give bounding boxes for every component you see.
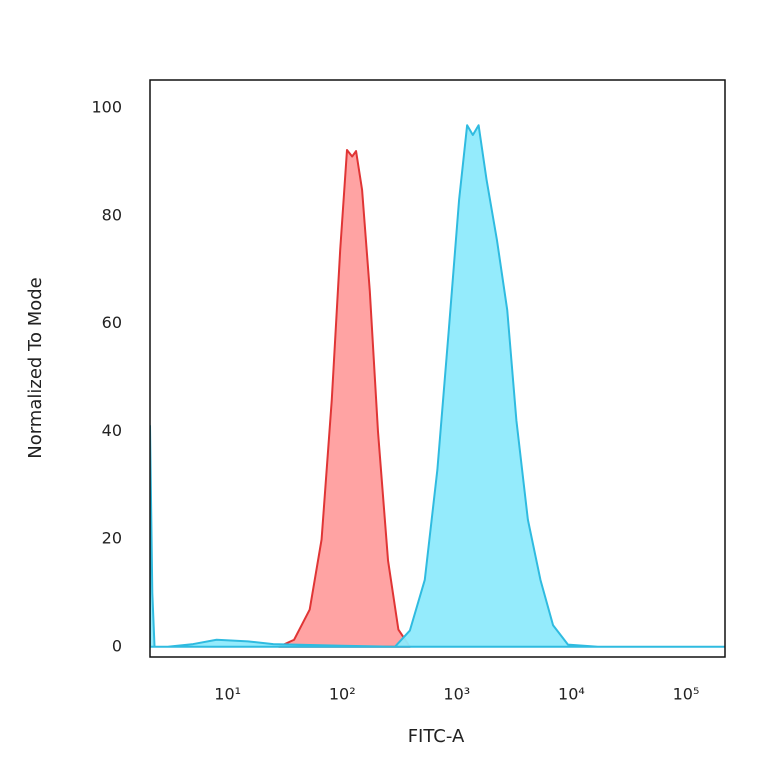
plot-frame bbox=[149, 79, 726, 658]
series-area bbox=[150, 124, 725, 648]
x-tick-label: 10⁵ bbox=[673, 685, 700, 704]
x-tick-label: 10² bbox=[329, 685, 356, 704]
x-tick-label: 10¹ bbox=[214, 685, 241, 704]
y-tick-label: 20 bbox=[102, 529, 122, 548]
y-tick-label: 80 bbox=[102, 205, 122, 224]
y-tick-label: 60 bbox=[102, 313, 122, 332]
y-axis-label: Normalized To Mode bbox=[25, 277, 46, 459]
x-tick-label: 10³ bbox=[443, 685, 470, 704]
series-area bbox=[277, 149, 411, 648]
x-tick-label: 10⁴ bbox=[558, 685, 585, 704]
x-axis-label: FITC-A bbox=[408, 726, 465, 747]
y-tick-label: 100 bbox=[91, 98, 122, 117]
y-tick-label: 0 bbox=[112, 636, 122, 655]
y-tick-label: 40 bbox=[102, 421, 122, 440]
plot-area bbox=[150, 124, 725, 648]
